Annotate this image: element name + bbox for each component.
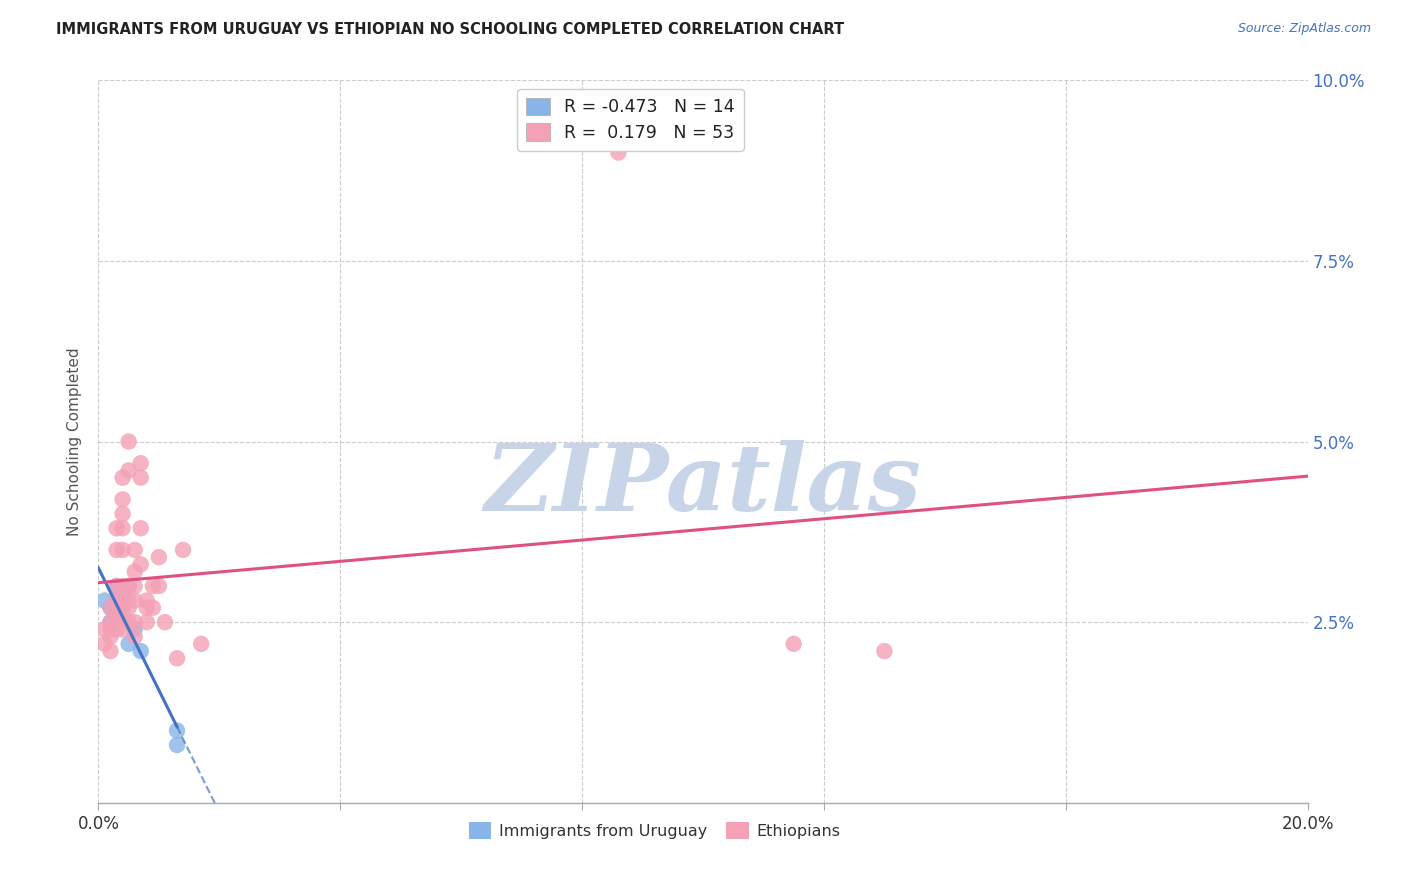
Point: [111, 600, 134, 615]
Point: [105, 542, 128, 557]
Point: [111, 593, 134, 607]
Text: IMMIGRANTS FROM URUGUAY VS ETHIOPIAN NO SCHOOLING COMPLETED CORRELATION CHART: IMMIGRANTS FROM URUGUAY VS ETHIOPIAN NO …: [56, 22, 845, 37]
Point: [118, 593, 141, 607]
Point: [124, 623, 146, 637]
Point: [129, 558, 152, 572]
Point: [124, 615, 146, 630]
Point: [105, 607, 128, 622]
Point: [118, 600, 141, 615]
Point: [105, 593, 128, 607]
Point: [783, 637, 806, 651]
Point: [105, 579, 128, 593]
Point: [148, 550, 170, 565]
Point: [153, 615, 176, 630]
Point: [105, 579, 128, 593]
Point: [166, 651, 188, 665]
Y-axis label: No Schooling Completed: No Schooling Completed: [67, 347, 83, 536]
Point: [166, 738, 188, 752]
Point: [190, 637, 212, 651]
Point: [142, 579, 165, 593]
Point: [135, 615, 157, 630]
Point: [135, 593, 157, 607]
Point: [93, 637, 115, 651]
Point: [111, 623, 134, 637]
Point: [129, 456, 152, 470]
Point: [118, 579, 141, 593]
Point: [111, 579, 134, 593]
Point: [124, 593, 146, 607]
Point: [166, 723, 188, 738]
Point: [111, 507, 134, 521]
Point: [172, 542, 194, 557]
Point: [105, 521, 128, 535]
Point: [111, 586, 134, 600]
Point: [100, 623, 122, 637]
Point: [124, 565, 146, 579]
Point: [118, 434, 141, 449]
Point: [124, 630, 146, 644]
Legend: Immigrants from Uruguay, Ethiopians: Immigrants from Uruguay, Ethiopians: [463, 816, 846, 846]
Point: [105, 623, 128, 637]
Point: [124, 579, 146, 593]
Point: [129, 471, 152, 485]
Point: [93, 623, 115, 637]
Point: [100, 615, 122, 630]
Point: [111, 471, 134, 485]
Point: [135, 600, 157, 615]
Point: [142, 600, 165, 615]
Point: [100, 600, 122, 615]
Point: [100, 644, 122, 658]
Point: [111, 521, 134, 535]
Text: Source: ZipAtlas.com: Source: ZipAtlas.com: [1237, 22, 1371, 36]
Point: [118, 615, 141, 630]
Point: [105, 593, 128, 607]
Point: [607, 145, 630, 160]
Point: [118, 637, 141, 651]
Point: [873, 644, 896, 658]
Point: [124, 542, 146, 557]
Point: [100, 600, 122, 615]
Point: [111, 492, 134, 507]
Point: [111, 542, 134, 557]
Point: [111, 607, 134, 622]
Point: [129, 521, 152, 535]
Point: [129, 644, 152, 658]
Text: ZIPatlas: ZIPatlas: [485, 440, 921, 530]
Point: [100, 615, 122, 630]
Point: [148, 579, 170, 593]
Point: [118, 579, 141, 593]
Point: [111, 600, 134, 615]
Point: [93, 593, 115, 607]
Point: [105, 607, 128, 622]
Point: [118, 463, 141, 477]
Point: [100, 630, 122, 644]
